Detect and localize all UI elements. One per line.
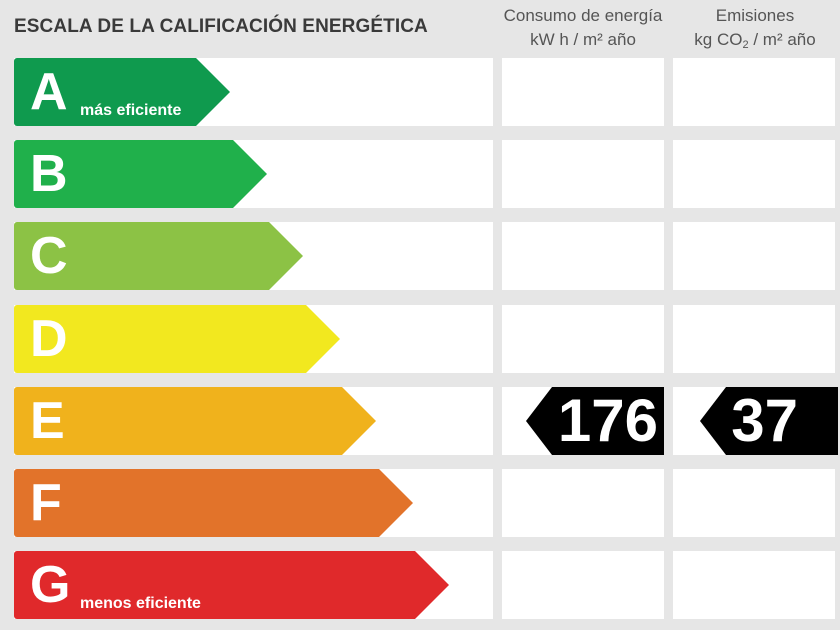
emissions-cell — [673, 140, 835, 208]
emissions-header-line1: Emisiones — [715, 6, 795, 25]
energy-header-line1: Consumo de energía — [503, 6, 663, 25]
rating-arrow-d: D — [14, 305, 340, 373]
emissions-cell — [673, 469, 835, 537]
emissions-cell — [673, 58, 835, 126]
energy-cell — [502, 222, 664, 290]
rating-label: más eficiente — [80, 102, 182, 119]
rating-letter: G — [30, 556, 71, 614]
energy-header-line2: kW h / m² año — [530, 30, 636, 49]
emissions-cell — [673, 222, 835, 290]
rating-letter: F — [30, 474, 62, 532]
rating-letter: C — [30, 227, 68, 285]
energy-cell — [502, 58, 664, 126]
emissions-column-header: Emisiones kg CO2 / m² año — [672, 4, 838, 52]
rating-arrow-c: C — [14, 222, 303, 290]
emissions-cell — [673, 305, 835, 373]
energy-column-header: Consumo de energía kW h / m² año — [500, 4, 666, 52]
energy-value-tag: 176 — [526, 387, 664, 455]
page-title: ESCALA DE LA CALIFICACIÓN ENERGÉTICA — [14, 16, 428, 37]
emissions-cell — [673, 551, 835, 619]
emissions-unit-post: / m² año — [748, 30, 816, 49]
energy-cell — [502, 140, 664, 208]
rating-label: menos eficiente — [80, 595, 201, 612]
emissions-value-tag: 37 — [700, 387, 838, 455]
rating-arrow-b: B — [14, 140, 267, 208]
emissions-header-line2: kg CO2 / m² año — [672, 28, 838, 52]
rating-letter: D — [30, 310, 68, 368]
rating-letter: A — [30, 63, 68, 121]
emissions-unit-subscript: 2 — [742, 39, 749, 51]
rating-letter: B — [30, 145, 68, 203]
rating-arrow-f: F — [14, 469, 413, 537]
rating-letter: E — [30, 392, 65, 450]
energy-cell — [502, 551, 664, 619]
rating-arrow-e: E — [14, 387, 376, 455]
energy-cell — [502, 469, 664, 537]
energy-cell — [502, 305, 664, 373]
emissions-unit-pre: kg CO — [694, 30, 743, 49]
